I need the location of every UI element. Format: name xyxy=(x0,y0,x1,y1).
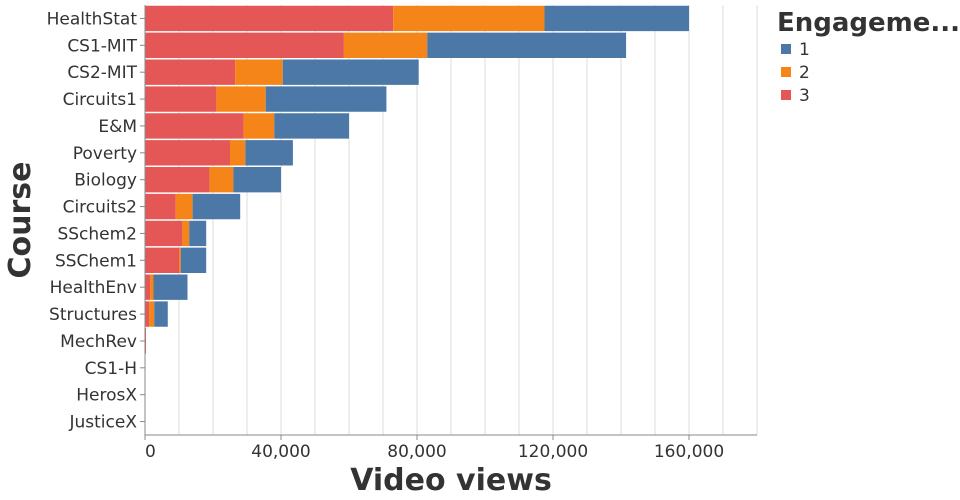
bar-segment xyxy=(230,140,246,166)
bar-segment xyxy=(145,220,183,247)
y-tick-label: HealthEnv xyxy=(50,278,137,298)
bar-segment xyxy=(145,301,150,327)
y-tick-label: SSchem2 xyxy=(57,224,137,244)
y-tick-label: Circuits1 xyxy=(63,90,137,110)
x-tick-label: 120,000 xyxy=(518,442,588,462)
bar-segment xyxy=(154,301,168,327)
bar-segment xyxy=(149,301,155,327)
bar-segment xyxy=(274,113,349,139)
bar-segment xyxy=(393,5,545,32)
bar-segment xyxy=(235,59,283,85)
bar-segment xyxy=(180,247,207,273)
y-tick-label: CS1-MIT xyxy=(67,36,137,56)
legend-title: Engageme... xyxy=(777,8,960,38)
bar-segment xyxy=(182,220,190,247)
bar-segment xyxy=(233,167,281,193)
bar-segment xyxy=(192,193,241,220)
legend-swatch xyxy=(781,67,791,77)
bar-segment xyxy=(145,167,210,193)
bar-segment xyxy=(427,32,627,58)
bar-segment xyxy=(145,140,230,166)
y-tick-label: Circuits2 xyxy=(63,198,137,218)
bar-segment xyxy=(153,274,188,300)
bar-segment xyxy=(179,247,181,273)
bar-segment xyxy=(243,113,275,139)
bar-segment xyxy=(145,193,176,220)
bar-segment xyxy=(145,113,244,139)
x-tick-label: 0 xyxy=(145,442,156,462)
bar-segment xyxy=(265,86,387,112)
x-tick-label: 160,000 xyxy=(654,442,724,462)
legend: Engageme...1 2 3 xyxy=(777,8,960,106)
y-tick-label: HerosX xyxy=(76,386,137,406)
legend-swatch xyxy=(781,44,791,54)
bar-segment xyxy=(343,32,428,58)
bar-segment xyxy=(145,5,394,32)
legend-label: 3 xyxy=(799,86,810,106)
bar-segment xyxy=(544,5,689,32)
bar-segment xyxy=(145,247,179,273)
y-tick-label: CS1-H xyxy=(85,359,137,379)
bar-segment xyxy=(189,220,207,247)
bar-segment xyxy=(145,59,236,85)
bar-segment xyxy=(209,167,234,193)
y-tick-label: E&M xyxy=(98,117,137,137)
y-tick-label: MechRev xyxy=(60,332,137,352)
y-axis-title: Course xyxy=(3,162,38,279)
bar-segment xyxy=(145,32,344,58)
legend-swatch xyxy=(781,90,791,100)
y-tick-label: JusticeX xyxy=(69,413,138,433)
y-tick-label: CS2-MIT xyxy=(67,63,137,83)
bars xyxy=(145,5,689,354)
bar-segment xyxy=(145,328,147,354)
bar-segment xyxy=(145,274,151,300)
y-tick-label: SSChem1 xyxy=(55,251,137,271)
legend-label: 2 xyxy=(799,63,810,83)
x-tick-label: 80,000 xyxy=(387,442,446,462)
bar-segment xyxy=(145,86,217,112)
bar-segment xyxy=(282,59,419,85)
y-tick-label: Structures xyxy=(49,305,137,325)
bar-segment xyxy=(175,193,193,220)
bar-segment xyxy=(216,86,266,112)
bar-segment xyxy=(245,140,293,166)
x-tick-label: 40,000 xyxy=(251,442,310,462)
y-tick-label: Biology xyxy=(74,171,137,191)
bar-segment xyxy=(150,274,154,300)
y-tick-label: HealthStat xyxy=(47,9,138,29)
y-tick-label: Poverty xyxy=(73,144,137,164)
x-axis-title: Video views xyxy=(350,463,552,498)
axes: HealthStat CS1-MIT CS2-MIT Circuits1 E&M Pove… xyxy=(3,5,757,498)
legend-label: 1 xyxy=(799,40,810,60)
